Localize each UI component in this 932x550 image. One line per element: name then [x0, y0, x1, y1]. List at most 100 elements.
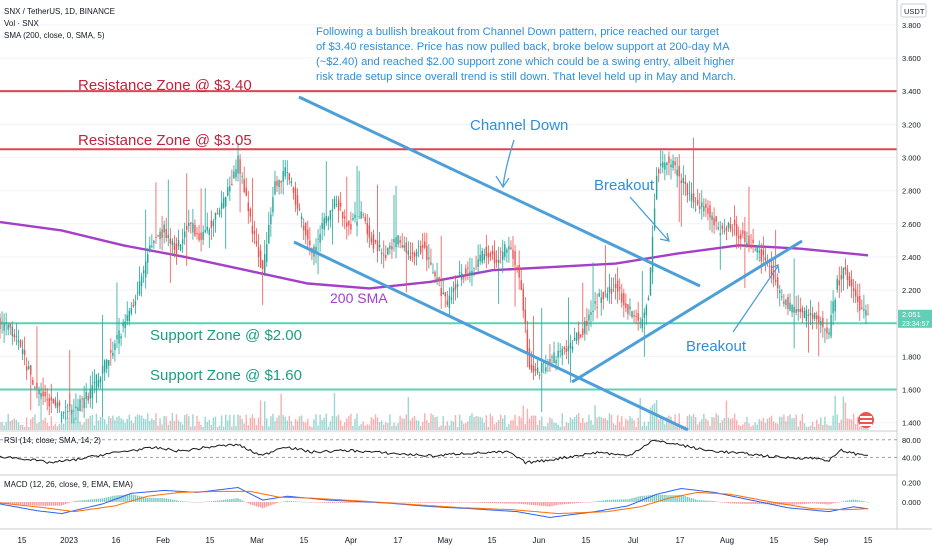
candle-body [42, 391, 44, 397]
candle-body [9, 323, 11, 328]
candle-body [426, 245, 428, 261]
currency-badge[interactable]: USDT [900, 3, 927, 18]
volume-bar [604, 418, 607, 430]
volume-bar [276, 417, 278, 430]
volume-bar [222, 426, 225, 430]
macd-histogram-bar [598, 500, 600, 502]
candle-body [586, 320, 588, 326]
price-tick-label: 3.800 [902, 21, 921, 30]
candle-body [783, 301, 785, 304]
macd-histogram-bar [321, 502, 323, 503]
volume-bar [469, 415, 471, 430]
macd-histogram-bar [631, 498, 633, 502]
volume-bar [846, 418, 849, 430]
candle-body [668, 156, 670, 163]
macd-histogram-bar [442, 502, 444, 503]
macd-histogram-bar [635, 497, 637, 502]
candle-body [73, 410, 75, 412]
macd-histogram-bar [684, 496, 687, 502]
volume-bar [159, 418, 161, 430]
macd-histogram-bar [294, 501, 297, 502]
macd-histogram-bar [292, 501, 295, 502]
volume-bar [520, 417, 522, 430]
volume-bar [588, 414, 590, 430]
volume-bar [848, 418, 851, 430]
rsi-tick-label: 40.00 [902, 453, 921, 462]
volume-bar [239, 415, 241, 430]
volume-bar [803, 423, 806, 430]
macd-histogram-bar [549, 502, 551, 507]
candle-body [768, 265, 771, 267]
macd-histogram-bar [1, 502, 3, 504]
volume-bar [136, 414, 139, 430]
candle-body [653, 208, 656, 229]
last-price-value: 2.051 [902, 310, 921, 319]
candle-body [370, 237, 373, 243]
volume-bar [830, 425, 832, 430]
volume-bar [805, 426, 808, 430]
macd-histogram-bar [680, 494, 682, 502]
candle-body [631, 311, 633, 317]
macd-histogram-bar [237, 498, 239, 502]
candle-body [241, 176, 243, 177]
candle-body [791, 304, 793, 313]
candle-body [854, 289, 857, 297]
candle-body [690, 193, 693, 201]
volume-bar [758, 419, 760, 430]
candle-body [286, 172, 288, 174]
volume-bar [432, 414, 434, 430]
candle-body [116, 335, 118, 339]
candle-body [592, 310, 594, 313]
candle-body [399, 240, 401, 243]
candle-body [216, 213, 219, 215]
macd-histogram-bar [604, 500, 607, 502]
macd-histogram-bar [772, 502, 775, 505]
candle-body [448, 295, 451, 309]
macd-histogram-bar [288, 500, 291, 502]
candle-body [421, 245, 424, 248]
volume-bar [354, 418, 356, 430]
volume-bar [797, 426, 799, 430]
volume-bar [627, 420, 629, 430]
candle-body [165, 228, 167, 239]
candle-body [257, 247, 260, 258]
volume-bar [130, 420, 133, 430]
volume-bar [149, 420, 151, 430]
macd-histogram-bar [126, 494, 128, 502]
macd-histogram-bar [508, 502, 510, 504]
volume-bar [479, 416, 481, 430]
volume-bar [114, 420, 116, 430]
candle-body [633, 315, 635, 317]
macd-histogram-bar [563, 502, 566, 505]
macd-histogram-bar [130, 494, 133, 502]
candle-body [415, 251, 418, 257]
volume-bar [499, 414, 502, 430]
candle-body [545, 367, 547, 372]
volume-bar [183, 415, 186, 430]
macd-histogram-bar [629, 498, 631, 502]
volume-bar [331, 415, 334, 430]
volume-bar [787, 416, 789, 430]
volume-bar [25, 417, 28, 430]
volume-bar [227, 420, 229, 430]
candle-body [276, 180, 278, 186]
macd-histogram-bar [479, 502, 481, 503]
candle-body [436, 277, 438, 282]
volume-bar [3, 425, 5, 430]
macd-histogram-bar [637, 496, 639, 502]
volume-bar [77, 422, 79, 430]
time-axis[interactable]: 15 2023 16 Feb 15 Mar 15 Apr 17 May 15 Jun 15 Jul 17 Au… [18, 536, 873, 545]
macd-histogram-bar [108, 496, 110, 502]
candle-body [66, 411, 69, 412]
macd-histogram-bar [282, 501, 284, 503]
macd-histogram-bar [836, 502, 838, 503]
macd-histogram-bar [85, 499, 87, 502]
candle-body [261, 260, 264, 270]
candle-body [134, 301, 137, 306]
volume-bar [524, 424, 527, 430]
candle-body [40, 393, 42, 397]
macd-histogram-bar [409, 502, 412, 503]
macd-histogram-bar [181, 501, 184, 502]
macd-histogram-bar [110, 496, 112, 502]
